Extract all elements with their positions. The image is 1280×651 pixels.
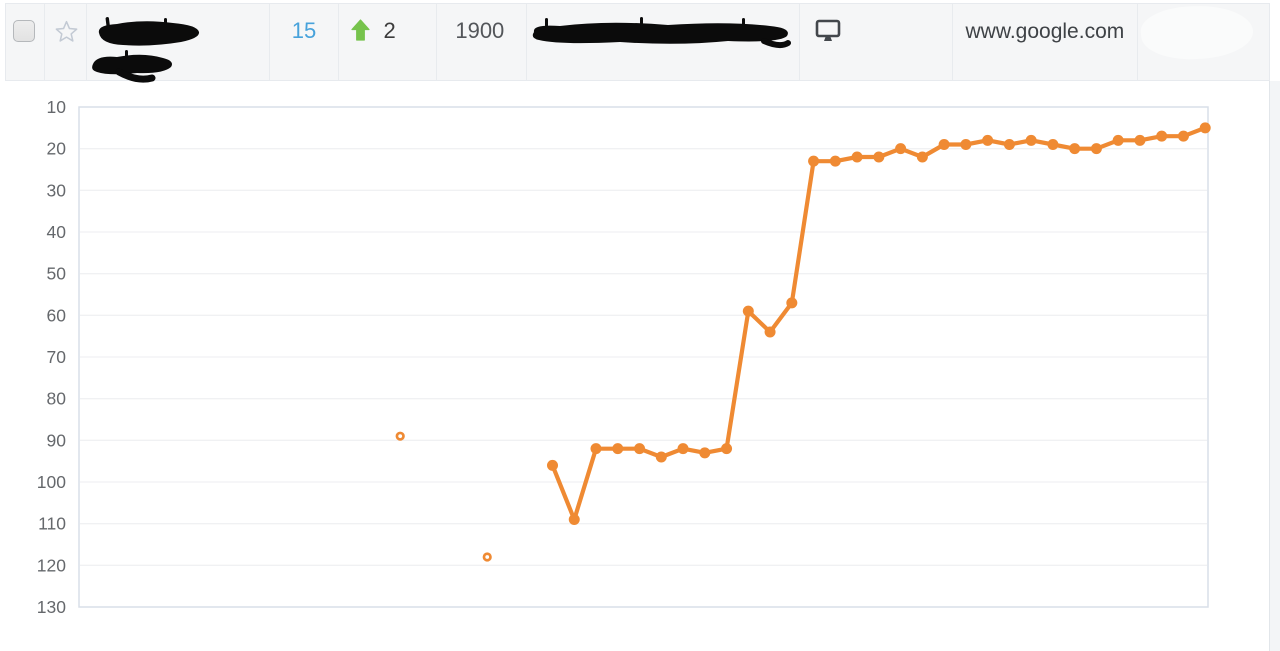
panel-right-border — [1269, 81, 1270, 651]
extra-cell — [1138, 2, 1269, 80]
checkbox-cell — [6, 4, 45, 80]
svg-text:120: 120 — [37, 555, 66, 575]
svg-text:60: 60 — [47, 305, 67, 325]
rank-cell: 15 — [270, 4, 340, 80]
svg-text:50: 50 — [47, 264, 67, 284]
svg-text:100: 100 — [37, 472, 66, 492]
favorite-cell — [45, 4, 87, 80]
svg-text:80: 80 — [47, 389, 67, 409]
keyword-table-row: 15 2 1900 www.google.com — [5, 2, 1270, 83]
svg-text:30: 30 — [47, 180, 67, 200]
url-redaction — [532, 17, 792, 49]
keyword-redaction-line1 — [98, 17, 199, 46]
svg-text:70: 70 — [47, 347, 67, 367]
rank-up-arrow-icon — [351, 19, 371, 46]
search-volume-cell: 1900 — [437, 4, 528, 80]
search-volume-value: 1900 — [455, 18, 505, 43]
svg-text:20: 20 — [47, 139, 67, 159]
svg-text:90: 90 — [47, 430, 67, 450]
desktop-device-icon — [815, 19, 841, 48]
rank-value: 15 — [291, 18, 317, 43]
search-engine-value: www.google.com — [965, 20, 1125, 43]
search-engine-cell: www.google.com — [953, 4, 1139, 80]
panel-right-strip — [1270, 81, 1280, 651]
erased-area — [1139, 2, 1255, 63]
device-cell — [800, 4, 953, 80]
target-url-cell — [527, 4, 800, 80]
rank-change-value: 2 — [383, 18, 396, 43]
row-select-checkbox[interactable] — [13, 20, 35, 42]
rank-change-cell: 2 — [339, 4, 438, 80]
svg-text:130: 130 — [37, 597, 66, 617]
svg-text:40: 40 — [47, 222, 67, 242]
keyword-cell — [87, 4, 270, 83]
keyword-redaction-line2 — [92, 50, 172, 83]
svg-text:110: 110 — [38, 514, 66, 534]
svg-text:10: 10 — [47, 97, 67, 117]
favorite-star-icon[interactable] — [55, 20, 78, 47]
